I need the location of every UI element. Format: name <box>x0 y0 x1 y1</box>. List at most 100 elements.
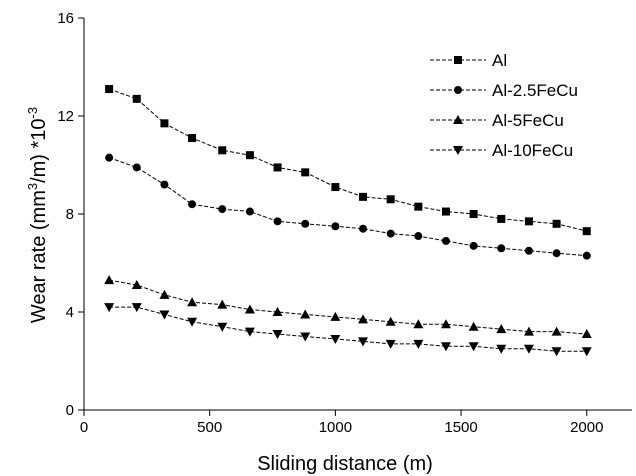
legend-item-al-2-5fecu: Al-2.5FeCu <box>430 81 578 100</box>
data-point-circle <box>331 222 340 231</box>
x-axis-title: Sliding distance (m) <box>257 453 433 475</box>
data-point-triangle-up <box>131 280 142 290</box>
legend: Al Al-2.5FeCu Al-5FeCu Al-10FeCu <box>430 51 578 160</box>
data-point-circle <box>132 163 141 172</box>
data-point-square <box>301 168 310 177</box>
data-point-triangle-down <box>581 347 592 357</box>
y-axis-title-mid: /m) *10 <box>28 118 50 182</box>
data-point-triangle-down <box>551 347 562 357</box>
data-point-circle <box>414 232 423 241</box>
data-point-triangle-down <box>187 317 198 327</box>
data-point-circle <box>105 153 114 162</box>
axes: 0 4 8 12 16 0 500 1000 1500 2000 <box>57 10 632 436</box>
data-point-triangle-up <box>453 115 463 124</box>
data-point-triangle-up <box>300 309 311 319</box>
series-al-10fecu <box>104 303 592 357</box>
data-point-square <box>160 119 169 128</box>
data-point-triangle-up <box>581 329 592 339</box>
series-al <box>105 85 591 236</box>
series-al-5fecu <box>104 275 592 339</box>
series-group <box>104 85 592 357</box>
legend-label: Al-2.5FeCu <box>492 81 578 100</box>
data-point-triangle-down <box>104 303 115 313</box>
data-point-circle <box>524 246 533 255</box>
data-point-triangle-down <box>131 303 142 313</box>
data-point-triangle-down <box>159 310 170 320</box>
data-point-triangle-up <box>159 289 170 299</box>
y-axis-title-sup1: 3 <box>25 183 40 190</box>
data-point-square <box>245 151 254 160</box>
data-point-triangle-up <box>496 324 507 334</box>
y-tick-label: 16 <box>57 10 74 27</box>
data-point-circle <box>188 200 197 209</box>
series-line-al <box>108 88 587 232</box>
data-point-circle <box>218 205 227 214</box>
legend-label: Al <box>492 51 507 70</box>
data-point-circle <box>497 244 506 253</box>
data-point-triangle-up <box>358 314 369 324</box>
data-point-triangle-up <box>468 321 479 331</box>
data-point-circle <box>273 217 282 226</box>
data-point-triangle-down <box>272 330 283 340</box>
data-point-triangle-up <box>385 316 396 326</box>
data-point-triangle-down <box>523 344 534 354</box>
legend-label: Al-5FeCu <box>492 111 564 130</box>
x-tick-label: 2000 <box>570 419 603 436</box>
data-point-circle <box>582 251 591 260</box>
y-axis-title: Wear rate (mm3/m) *10-3 <box>25 107 50 323</box>
data-point-triangle-down <box>468 342 479 352</box>
data-point-circle <box>386 229 395 238</box>
data-point-circle <box>469 241 478 250</box>
data-point-square <box>497 214 506 223</box>
y-tick-label: 0 <box>66 402 74 419</box>
data-point-triangle-down <box>413 339 424 349</box>
data-point-circle <box>441 236 450 245</box>
data-point-circle <box>301 219 310 228</box>
data-point-triangle-up <box>413 319 424 329</box>
data-point-square <box>524 217 533 226</box>
data-point-circle <box>454 86 462 94</box>
data-point-square <box>441 207 450 216</box>
series-al-2-5fecu <box>105 153 591 260</box>
data-point-triangle-up <box>244 304 255 314</box>
data-point-triangle-down <box>440 342 451 352</box>
data-point-triangle-up <box>187 297 198 307</box>
data-point-square <box>552 219 561 228</box>
data-point-triangle-down <box>217 322 228 332</box>
x-tick-label: 1500 <box>444 419 477 436</box>
data-point-triangle-down <box>244 327 255 337</box>
data-point-circle <box>245 207 254 216</box>
series-line-al-10fecu <box>109 306 587 352</box>
data-point-square <box>386 195 395 204</box>
data-point-triangle-down <box>300 332 311 342</box>
legend-item-al-10fecu: Al-10FeCu <box>430 141 573 160</box>
data-point-triangle-up <box>330 311 341 321</box>
y-axis-title-sup2: -3 <box>25 107 40 119</box>
legend-item-al: Al <box>430 51 507 70</box>
data-point-square <box>273 163 282 172</box>
data-point-triangle-down <box>453 146 463 155</box>
data-point-square <box>454 56 462 64</box>
data-point-square <box>218 146 227 155</box>
data-point-square <box>414 202 423 211</box>
data-point-square <box>188 134 197 143</box>
data-point-circle <box>552 249 561 258</box>
y-tick-label: 8 <box>66 206 74 223</box>
data-point-triangle-up <box>217 299 228 309</box>
data-point-square <box>359 192 368 201</box>
data-point-triangle-up <box>523 326 534 336</box>
data-point-triangle-down <box>358 337 369 347</box>
series-line-al-5fecu <box>109 279 587 335</box>
data-point-square <box>469 210 478 218</box>
data-point-triangle-up <box>104 275 115 285</box>
y-tick-label: 4 <box>66 304 74 321</box>
x-tick-label: 1000 <box>319 419 352 436</box>
y-tick-label: 12 <box>57 108 74 125</box>
data-point-triangle-down <box>330 334 341 344</box>
x-tick-label: 500 <box>197 419 222 436</box>
data-point-triangle-up <box>272 307 283 316</box>
data-point-square <box>105 85 114 94</box>
data-point-triangle-down <box>496 344 507 354</box>
data-point-triangle-up <box>440 319 451 329</box>
